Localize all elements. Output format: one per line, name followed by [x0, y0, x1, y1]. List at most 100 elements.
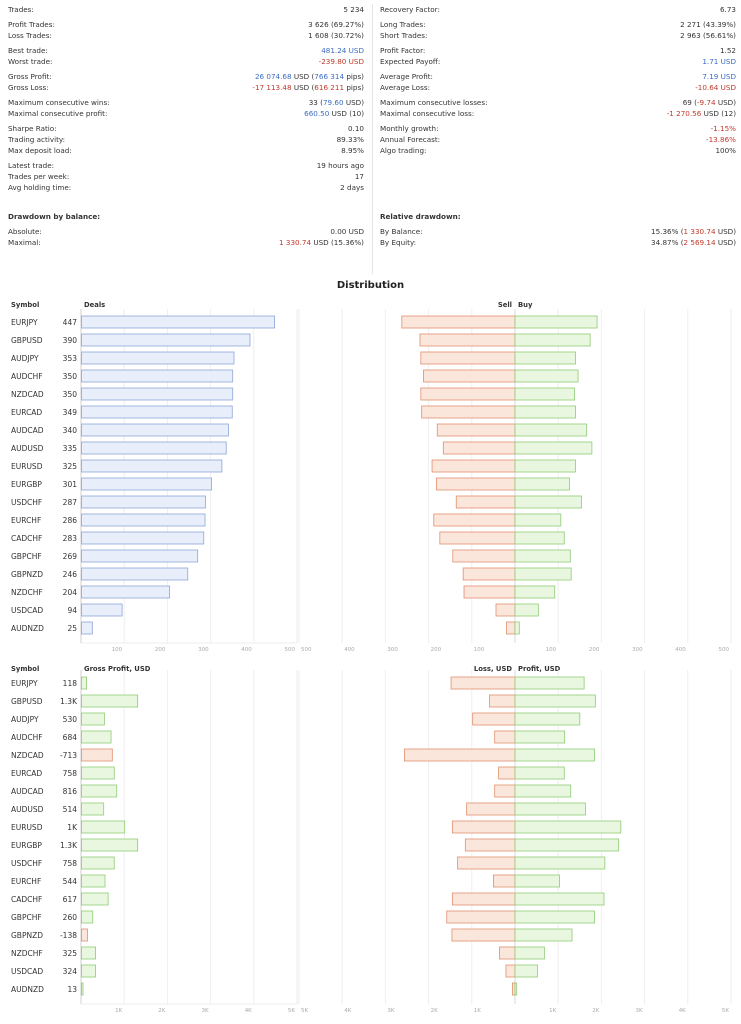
stat-value-part: -17 113.48	[252, 83, 292, 92]
value-label: 287	[63, 498, 78, 507]
value-label: 324	[63, 967, 78, 976]
loss-bar	[489, 694, 516, 708]
stat-profit-trades: Profit Trades: 3 626 (69.27%)	[8, 19, 364, 30]
buy-bar	[514, 513, 562, 527]
loss-bar	[499, 946, 516, 960]
symbol-label: AUDCHF	[11, 372, 43, 381]
buy-bar	[514, 495, 582, 509]
stat-absolute: Absolute: 0.00 USD	[8, 226, 364, 237]
stat-value: 660.50 USD (10)	[304, 108, 364, 119]
stat-value: 1.71 USD	[702, 57, 736, 66]
stat-label: Average Loss:	[380, 83, 430, 92]
gross-profit-bar	[81, 730, 112, 744]
stat-value: 34.87% (2 569.14 USD)	[651, 237, 736, 248]
stat-value-part: 766 314	[314, 72, 345, 81]
stat-maximal-consecutive-loss: Maximal consecutive loss: -1 270.56 USD (…	[380, 108, 736, 119]
x-tick-label: 300	[198, 647, 209, 653]
symbol-label: AUDNZD	[11, 624, 44, 633]
buy-bar	[514, 549, 571, 563]
x-tick-label: 400	[675, 647, 686, 653]
stat-best-trade: Best trade: 481.24 USD	[8, 45, 364, 56]
profit-bar	[514, 964, 538, 978]
value-label: 340	[63, 426, 78, 435]
symbol-label: GBPUSD	[11, 336, 43, 345]
value-label: 758	[63, 769, 78, 778]
loss-bar	[451, 928, 516, 942]
x-tick-label: 100	[112, 647, 123, 653]
stat-label: Recovery Factor:	[380, 5, 440, 14]
value-label: 260	[63, 913, 78, 922]
symbol-label: EURGBP	[11, 480, 42, 489]
gross-profit-bar	[81, 892, 109, 906]
gross-profit-bar	[81, 712, 105, 726]
value-label: 758	[63, 859, 78, 868]
stat-label: Maximal consecutive profit:	[8, 109, 108, 118]
deals-bar	[81, 459, 223, 473]
loss-bar	[466, 802, 516, 816]
deals-bar	[81, 315, 276, 329]
x-tick-label: 1K	[115, 1008, 122, 1014]
value-label: 544	[63, 877, 78, 886]
stat-label: Algo trading:	[380, 146, 427, 155]
gross-profit-bar	[81, 874, 106, 888]
x-tick-label: 1K	[549, 1008, 556, 1014]
stat-label: Short Trades:	[380, 31, 428, 40]
sell-bar	[495, 603, 516, 617]
profit-bar	[514, 838, 620, 852]
gross-profit-bar	[81, 928, 88, 942]
loss-bar	[450, 676, 516, 690]
buy-bar	[514, 333, 591, 347]
symbol-label: EURCAD	[11, 408, 42, 417]
symbol-label: AUDJPY	[11, 354, 39, 363]
profit-bar	[514, 946, 545, 960]
symbol-label: GBPCHF	[11, 913, 42, 922]
symbol-header: Symbol	[11, 665, 39, 673]
stat-value: -10.64 USD	[695, 83, 736, 92]
stat-label: Sharpe Ratio:	[8, 124, 57, 133]
value-label: 530	[63, 715, 78, 724]
profit-bar	[514, 784, 572, 798]
deals-bar	[81, 549, 199, 563]
x-tick-label: 4K	[245, 1008, 252, 1014]
stat-value-part: pips)	[344, 83, 364, 92]
profit-bar	[514, 694, 596, 708]
value-label: 447	[63, 318, 78, 327]
stat-label: Avg holding time:	[8, 183, 72, 192]
sell-bar	[442, 441, 516, 455]
deals-bar	[81, 405, 233, 419]
loss-bar	[472, 712, 516, 726]
stat-sharpe-ratio: Sharpe Ratio: 0.10	[8, 123, 364, 134]
stat-value: 6.73	[719, 5, 736, 14]
stat-value: 0.00 USD	[330, 227, 364, 236]
stat-maximum-consecutive-wins: Maximum consecutive wins: 33 (79.60 USD)	[8, 97, 364, 108]
symbol-label: NZDCHF	[11, 949, 43, 958]
deals-bar	[81, 567, 189, 581]
x-tick-label: 4K	[679, 1008, 686, 1014]
stat-expected-payoff: Expected Payoff: 1.71 USD	[380, 56, 736, 67]
gross-profit-bar	[81, 910, 94, 924]
gross-profit-bar	[81, 856, 115, 870]
stat-label: Loss Trades:	[8, 31, 52, 40]
symbol-label: EURUSD	[11, 462, 43, 471]
sell-bar	[455, 495, 516, 509]
stat-recovery-factor: Recovery Factor: 6.73	[380, 4, 736, 15]
stat-trades-per-week: Trades per week: 17	[8, 171, 364, 182]
deals-bar	[81, 621, 93, 635]
x-tick-label: 200	[155, 647, 166, 653]
x-tick-label: 300	[387, 647, 398, 653]
value-label: 269	[63, 552, 78, 561]
stat-value-part: USD)	[715, 227, 736, 236]
stat-value: 481.24 USD	[321, 46, 364, 55]
stat-maximum-consecutive-losses: Maximum consecutive losses: 69 (-9.74 USD…	[380, 97, 736, 108]
stat-avg-holding-time: Avg holding time: 2 days	[8, 182, 364, 193]
gross-profit-bar	[81, 946, 96, 960]
profit-bar	[514, 730, 566, 744]
x-tick-label: 400	[344, 647, 355, 653]
deals-bar	[81, 369, 234, 383]
symbol-label: EURJPY	[11, 679, 38, 688]
buy-bar	[514, 315, 598, 329]
stat-value: 19 hours ago	[316, 161, 364, 170]
sell-bar	[462, 567, 516, 581]
stat-value-part: -9.74	[696, 98, 716, 107]
symbol-label: AUDCAD	[11, 787, 44, 796]
